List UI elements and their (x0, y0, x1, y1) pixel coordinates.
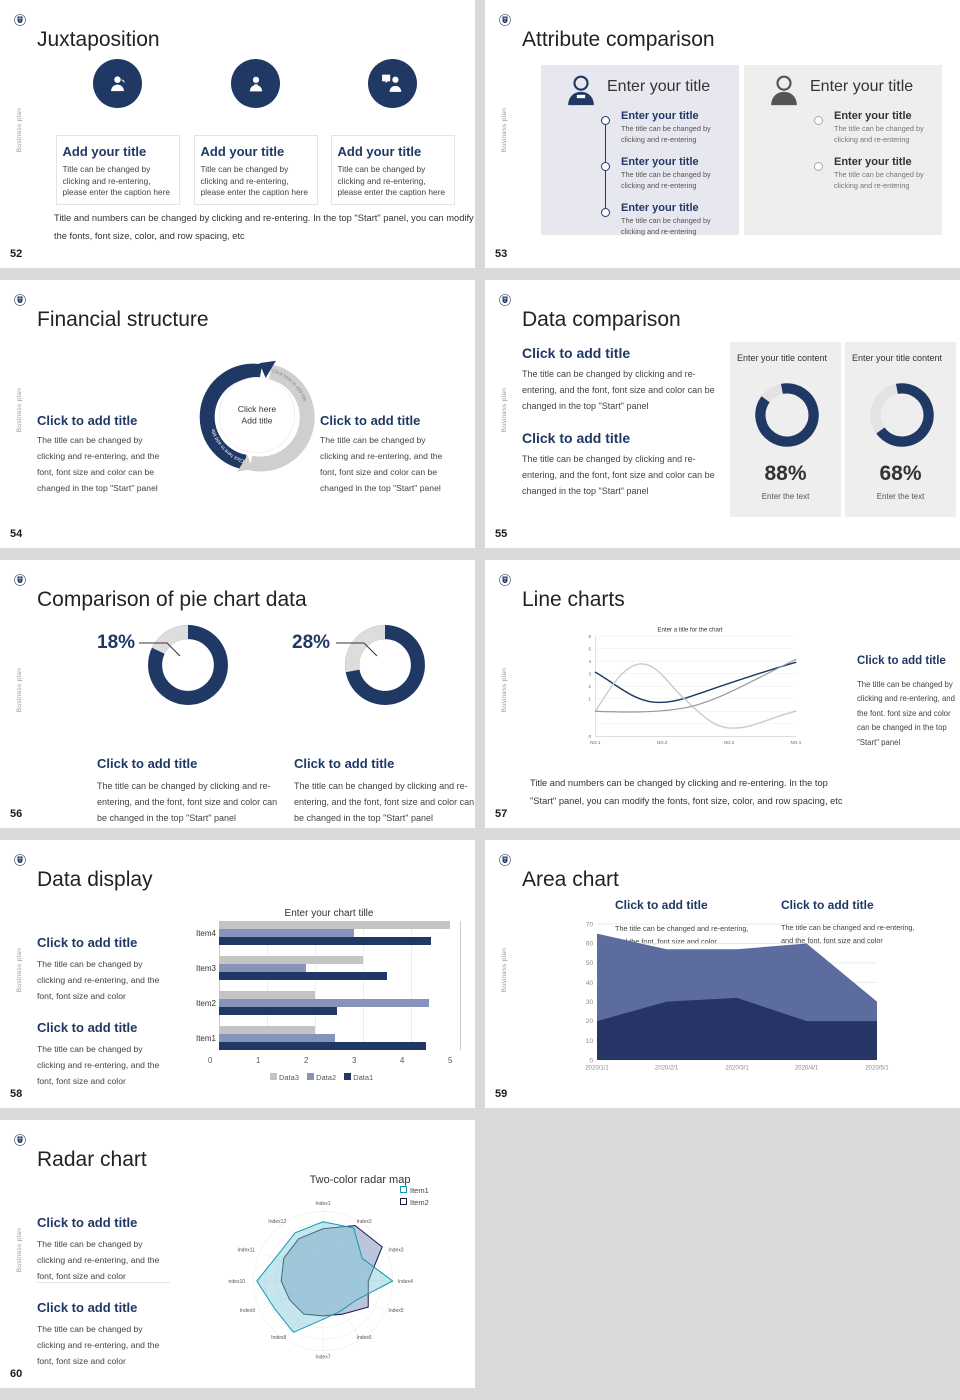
svg-text:Index9: Index9 (240, 1308, 255, 1314)
svg-text:2020/4/1: 2020/4/1 (795, 1066, 819, 1072)
svg-text:Add title: Add title (241, 416, 272, 426)
svg-text:2: 2 (588, 684, 591, 689)
svg-text:Index1: Index1 (315, 1201, 330, 1207)
svg-text:10: 10 (586, 1038, 594, 1045)
svg-text:NO.3: NO.3 (724, 740, 735, 745)
svg-text:60: 60 (586, 941, 594, 948)
svg-text:2020/2/1: 2020/2/1 (655, 1066, 679, 1072)
svg-text:40: 40 (586, 980, 594, 987)
svg-text:Index11: Index11 (237, 1248, 255, 1254)
svg-text:20: 20 (586, 1018, 594, 1025)
svg-text:Index4: Index4 (398, 1279, 413, 1285)
svg-text:Index12: Index12 (268, 1219, 286, 1225)
svg-text:Index6: Index6 (357, 1335, 372, 1341)
svg-text:NO.4: NO.4 (791, 740, 802, 745)
svg-text:50: 50 (586, 960, 594, 967)
svg-text:8: 8 (588, 634, 591, 639)
svg-text:70: 70 (586, 921, 594, 928)
svg-text:Click here: Click here (238, 404, 277, 414)
svg-text:NO.2: NO.2 (657, 740, 668, 745)
svg-text:Index10: Index10 (228, 1279, 245, 1285)
svg-text:30: 30 (586, 999, 594, 1006)
svg-text:Index8: Index8 (271, 1335, 286, 1341)
svg-text:2020/5/1: 2020/5/1 (865, 1066, 889, 1072)
svg-text:0: 0 (588, 734, 591, 739)
svg-text:Index2: Index2 (357, 1219, 372, 1225)
svg-text:2020/1/1: 2020/1/1 (585, 1066, 609, 1072)
svg-text:0: 0 (589, 1057, 593, 1064)
svg-text:Index5: Index5 (388, 1308, 403, 1314)
svg-text:5: 5 (588, 647, 591, 652)
svg-text:4: 4 (588, 659, 591, 664)
svg-text:Enter a title for the chart: Enter a title for the chart (657, 627, 723, 634)
svg-text:2020/3/1: 2020/3/1 (725, 1066, 749, 1072)
svg-text:NO.1: NO.1 (590, 740, 601, 745)
svg-text:Index3: Index3 (388, 1248, 403, 1254)
svg-text:3: 3 (588, 672, 591, 677)
svg-text:1: 1 (588, 697, 591, 702)
svg-text:Index7: Index7 (315, 1354, 330, 1360)
